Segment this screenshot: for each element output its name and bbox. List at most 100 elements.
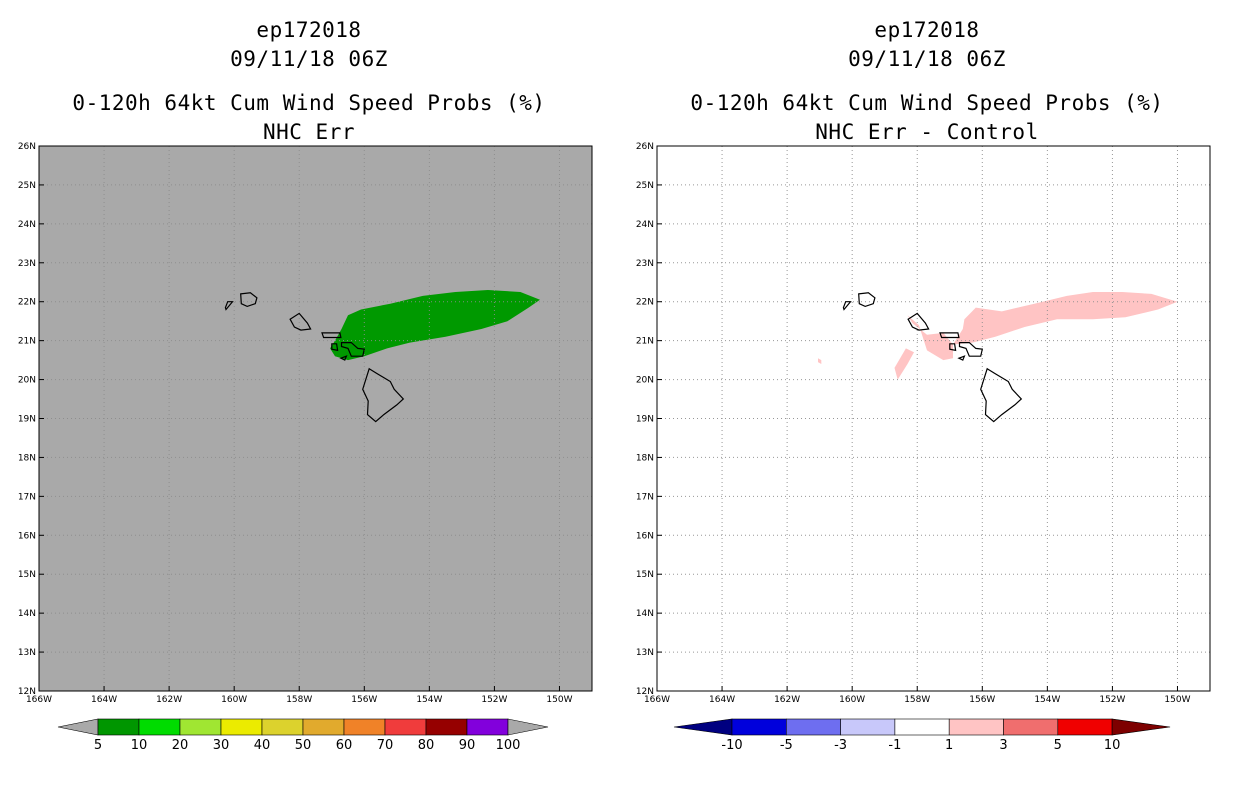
left-title-4: NHC Err — [262, 120, 355, 144]
right-legend-label-7: 5 — [1054, 738, 1062, 753]
left-legend-swatch-7 — [343, 718, 386, 736]
right-legend-label-8: 10 — [1104, 738, 1121, 753]
left-coastline-kahoolawe — [339, 355, 348, 361]
right-coastline-hawaii — [980, 367, 1023, 423]
right-coastline-maui — [958, 342, 984, 357]
right-title-4: NHC Err - Control — [815, 120, 1039, 144]
right-ytick-label-19N: 19N — [636, 415, 654, 425]
left-ytick-label-16N: 16N — [18, 531, 36, 541]
right-xtick-label-150W: 150W — [1164, 695, 1190, 705]
right-legend-label-4: -1 — [888, 738, 901, 753]
right-ytick-label-24N: 24N — [636, 220, 654, 230]
right-legend-label-1: -10 — [721, 738, 742, 753]
right-shaded-region-3 — [818, 358, 822, 364]
right-legend-swatch-6 — [1003, 718, 1059, 736]
right-xtick-label-158W: 158W — [904, 695, 930, 705]
right-legend-label-5: 1 — [945, 738, 953, 753]
right-xtick-label-162W: 162W — [774, 695, 800, 705]
left-xtick-label-164W: 164W — [91, 695, 117, 705]
right-ytick-label-21N: 21N — [636, 337, 654, 347]
left-xtick-label-166W: 166W — [26, 695, 52, 705]
left-legend-over-arrow — [507, 718, 549, 736]
left-legend-swatch-3 — [179, 718, 222, 736]
right-legend-swatch-3 — [840, 718, 896, 736]
left-ytick-label-23N: 23N — [18, 259, 36, 269]
left-ytick-label-24N: 24N — [18, 220, 36, 230]
right-ytick-label-12N: 12N — [636, 687, 654, 697]
left-legend-swatch-1 — [97, 718, 140, 736]
right-legend-label-2: -5 — [780, 738, 793, 753]
right-ytick-label-25N: 25N — [636, 181, 654, 191]
left-ytick-label-14N: 14N — [18, 609, 36, 619]
left-legend-swatch-8 — [384, 718, 427, 736]
left-coastline-molokai — [321, 332, 342, 339]
right-xtick-label-160W: 160W — [839, 695, 865, 705]
right-ytick-label-23N: 23N — [636, 259, 654, 269]
left-colorbar-legend: 5 10 20 30 40 50 60 70 80 90 100 — [57, 718, 549, 753]
left-legend-swatch-2 — [138, 718, 181, 736]
left-legend-swatch-9 — [425, 718, 468, 736]
right-legend-swatch-1 — [731, 718, 787, 736]
left-legend-under-arrow — [57, 718, 99, 736]
left-ytick-label-21N: 21N — [18, 337, 36, 347]
right-xtick-label-166W: 166W — [644, 695, 670, 705]
left-ytick-label-22N: 22N — [18, 298, 36, 308]
right-ytick-label-15N: 15N — [636, 570, 654, 580]
left-legend-swatch-4 — [220, 718, 263, 736]
right-title-1: ep172018 — [874, 18, 980, 42]
left-ytick-label-20N: 20N — [18, 376, 36, 386]
right-ytick-label-26N: 26N — [636, 142, 654, 152]
right-legend-over-arrow — [1111, 718, 1171, 736]
left-xtick-label-160W: 160W — [221, 695, 247, 705]
right-legend-under-arrow — [673, 718, 733, 736]
left-xtick-label-150W: 150W — [546, 695, 572, 705]
left-legend-label-80: 80 — [418, 738, 435, 753]
left-legend-label-70: 70 — [377, 738, 394, 753]
left-ytick-label-17N: 17N — [18, 492, 36, 502]
left-xtick-label-162W: 162W — [156, 695, 182, 705]
left-coastline-hawaii — [362, 367, 405, 423]
right-coastline-kauai — [858, 292, 876, 308]
left-legend-label-30: 30 — [213, 738, 230, 753]
left-coastline-maui — [340, 342, 366, 357]
left-map-plot: 166W 164W 162W 160W 158W 156W 154W 152W 150W 12N 1… — [18, 142, 593, 705]
left-legend-label-90: 90 — [459, 738, 476, 753]
right-legend-label-6: 3 — [999, 738, 1007, 753]
left-legend-label-60: 60 — [336, 738, 353, 753]
left-shaded-region-1 — [330, 290, 540, 361]
left-xtick-label-156W: 156W — [351, 695, 377, 705]
left-title-2: 09/11/18 06Z — [230, 47, 388, 71]
left-gridlines — [39, 146, 592, 691]
right-legend-swatch-7 — [1057, 718, 1113, 736]
left-ytick-label-18N: 18N — [18, 453, 36, 463]
left-ytick-label-15N: 15N — [18, 570, 36, 580]
left-ytick-label-19N: 19N — [18, 415, 36, 425]
left-title-1: ep172018 — [256, 18, 362, 42]
right-ytick-label-22N: 22N — [636, 298, 654, 308]
right-title-2: 09/11/18 06Z — [848, 47, 1006, 71]
left-legend-label-10: 10 — [131, 738, 148, 753]
left-coastline-lanai — [331, 343, 339, 352]
right-xtick-label-164W: 164W — [709, 695, 735, 705]
left-legend-swatch-6 — [302, 718, 345, 736]
right-xtick-label-156W: 156W — [969, 695, 995, 705]
right-coastline-oahu — [907, 312, 930, 331]
right-ytick-label-14N: 14N — [636, 609, 654, 619]
left-title-3: 0-120h 64kt Cum Wind Speed Probs (%) — [72, 91, 546, 115]
left-coastline-oahu — [289, 312, 312, 331]
right-shaded-region-2 — [894, 348, 914, 380]
left-legend-label-100: 100 — [496, 738, 521, 753]
right-ytick-label-18N: 18N — [636, 453, 654, 463]
right-colorbar-legend: -10 -5 -3 -1 1 3 5 10 — [673, 718, 1171, 753]
left-ytick-label-25N: 25N — [18, 181, 36, 191]
right-title-3: 0-120h 64kt Cum Wind Speed Probs (%) — [690, 91, 1164, 115]
left-legend-label-50: 50 — [295, 738, 312, 753]
left-coastline-niihau — [224, 301, 234, 311]
right-legend-label-3: -3 — [834, 738, 847, 753]
left-legend-swatch-10 — [466, 718, 509, 736]
right-legend-swatch-4 — [894, 718, 950, 736]
right-coastline-lanai — [949, 343, 957, 352]
right-coastline-molokai — [939, 332, 960, 339]
right-ytick-label-13N: 13N — [636, 648, 654, 658]
left-coastline-kauai — [240, 292, 258, 308]
